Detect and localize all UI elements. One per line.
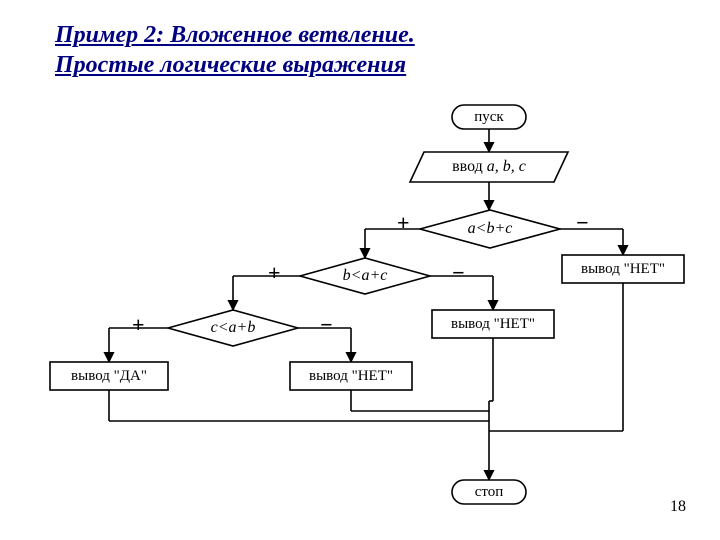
branch-label-d1_no: − (576, 210, 589, 236)
node-text: a<b+c (468, 220, 513, 238)
flow-node-d2: b<a+c (300, 258, 430, 294)
page-number: 18 (670, 498, 686, 516)
node-text: вывод "НЕТ" (451, 316, 535, 333)
node-text: ввод a, b, c (452, 158, 526, 176)
branch-label-d3_yes: + (132, 312, 145, 338)
node-text: вывод "НЕТ" (581, 261, 665, 278)
node-text: пуск (474, 109, 503, 126)
flow-node-stop: стоп (452, 480, 526, 504)
flow-node-start: пуск (452, 105, 526, 129)
node-text: вывод "ДА" (71, 368, 147, 385)
node-text: c<a+b (211, 319, 256, 337)
flow-node-input: ввод a, b, c (410, 152, 568, 182)
branch-label-d1_yes: + (397, 210, 410, 236)
node-text: b<a+c (343, 267, 388, 285)
flow-node-d3: c<a+b (168, 310, 298, 346)
node-text: вывод "НЕТ" (309, 368, 393, 385)
page-title-line1: Пример 2: Вложенное ветвление. (55, 22, 415, 49)
flow-node-outNet3: вывод "НЕТ" (290, 362, 412, 390)
flow-node-d1: a<b+c (420, 210, 560, 248)
flow-node-outDa: вывод "ДА" (50, 362, 168, 390)
flow-node-outNet1: вывод "НЕТ" (562, 255, 684, 283)
flow-node-outNet2: вывод "НЕТ" (432, 310, 554, 338)
branch-label-d2_yes: + (268, 260, 281, 286)
branch-label-d3_no: − (320, 312, 333, 338)
node-text: стоп (475, 484, 504, 501)
branch-label-d2_no: − (452, 260, 465, 286)
page-title-line2: Простые логические выражения (55, 52, 406, 79)
